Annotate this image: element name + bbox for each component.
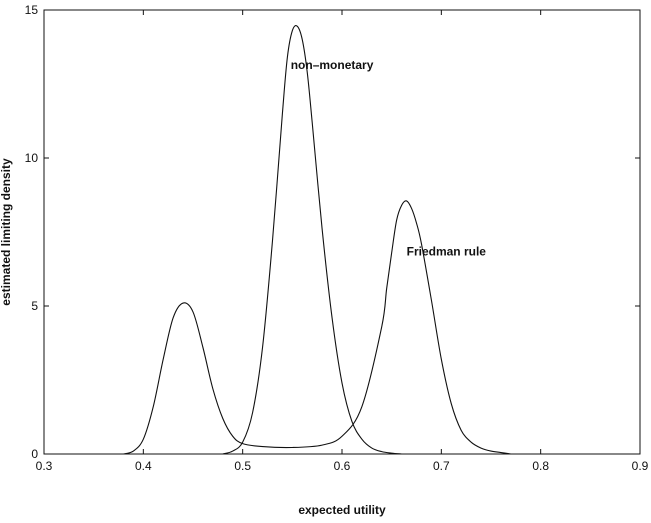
ticks-group [43,9,641,455]
series-line-2 [222,25,402,455]
series-line-1 [123,200,511,455]
y-tick-label: 10 [25,151,39,165]
x-tick-label: 0.4 [135,459,152,473]
x-tick-label: 0.7 [433,459,450,473]
y-tick-label: 15 [25,3,39,17]
lines-group [123,25,511,455]
annotation-1: non–monetary [291,58,374,72]
x-tick-label: 0.8 [532,459,549,473]
y-axis-label: estimated limiting density [0,158,13,306]
y-tick-label: 5 [31,299,38,313]
annotations-group: non–monetary Friedman rule [291,58,487,258]
y-tick-label: 0 [31,447,38,461]
plot-frame [43,9,641,455]
x-tick-label: 0.9 [632,459,649,473]
tick-labels-group: 0.3 0.4 0.5 0.6 0.7 0.8 0.9 0 5 10 15 [25,3,649,473]
x-tick-label: 0.5 [234,459,251,473]
x-axis-label: expected utility [298,503,386,517]
x-tick-label: 0.3 [36,459,53,473]
x-tick-label: 0.6 [334,459,351,473]
annotation-2: Friedman rule [407,245,487,259]
